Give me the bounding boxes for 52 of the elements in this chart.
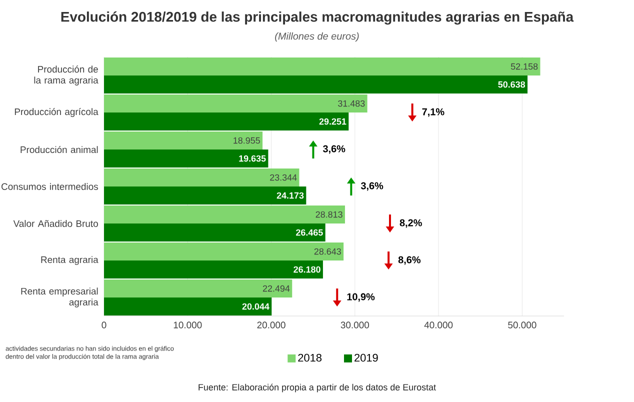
chart-subtitle: (Millones de euros) [275, 32, 359, 42]
annotation: 3,6% [322, 145, 346, 154]
x-tick-label: 50.000 [508, 322, 536, 328]
bar [104, 94, 368, 113]
data-label: 52.158 [510, 63, 538, 70]
legend-label: 2019 [354, 354, 378, 362]
data-label: 28.643 [314, 248, 341, 255]
bar [104, 150, 268, 168]
y-tick-label: Renta empresarial agraria [21, 288, 98, 308]
bar [104, 76, 528, 94]
y-tick-label: Renta agraria [41, 256, 98, 265]
bar [104, 168, 300, 187]
bar [104, 132, 263, 150]
data-label: 18.955 [234, 137, 260, 144]
x-tick-label: 40.000 [424, 322, 453, 328]
x-tick-label: 0 [102, 322, 106, 328]
y-tick-label: Consumos intermedios [2, 183, 98, 190]
x-tick-label: 10.000 [174, 322, 202, 328]
data-label: 20.044 [242, 303, 270, 310]
bar [104, 242, 344, 261]
y-tick-label: Producción de la rama agraria [34, 66, 98, 86]
data-label: 19.635 [239, 155, 266, 162]
data-label: 29.251 [319, 118, 346, 125]
annotation: 8,6% [398, 256, 421, 265]
y-tick-label: Valor Añadido Bruto [13, 220, 98, 227]
bar [104, 112, 349, 131]
x-tick-label: 30.000 [340, 322, 370, 328]
data-label: 50.638 [498, 81, 526, 88]
bar [104, 280, 292, 298]
bar [104, 298, 272, 316]
data-label: 28.813 [316, 211, 342, 218]
bar [104, 224, 326, 242]
annotation: 10,9% [347, 293, 375, 302]
bar [104, 186, 306, 205]
annotation: 8,2% [400, 219, 422, 228]
y-tick-label: Producción agrícola [14, 108, 98, 117]
bar [104, 58, 540, 76]
y-tick-label: Producción animal [20, 146, 98, 154]
data-label: 23.344 [270, 174, 297, 181]
chart-title: Evolución 2018/2019 de las principales macromagnitudes agrarias en España [61, 11, 574, 25]
legend-label: 2018 [298, 354, 322, 362]
bar [104, 206, 345, 224]
data-label: 26.465 [296, 229, 323, 236]
data-label: 31.483 [338, 100, 365, 107]
source-note: Fuente: Elaboración propia a partir de los datos de Eurostat [198, 384, 436, 392]
bar [104, 260, 323, 279]
x-tick-label: 20.000 [257, 322, 286, 328]
annotation: 7,1% [422, 108, 444, 117]
data-label: 24.173 [276, 192, 304, 199]
annotation: 3,6% [360, 182, 384, 191]
data-label: 26.180 [294, 266, 320, 273]
data-label: 22.494 [262, 285, 290, 292]
